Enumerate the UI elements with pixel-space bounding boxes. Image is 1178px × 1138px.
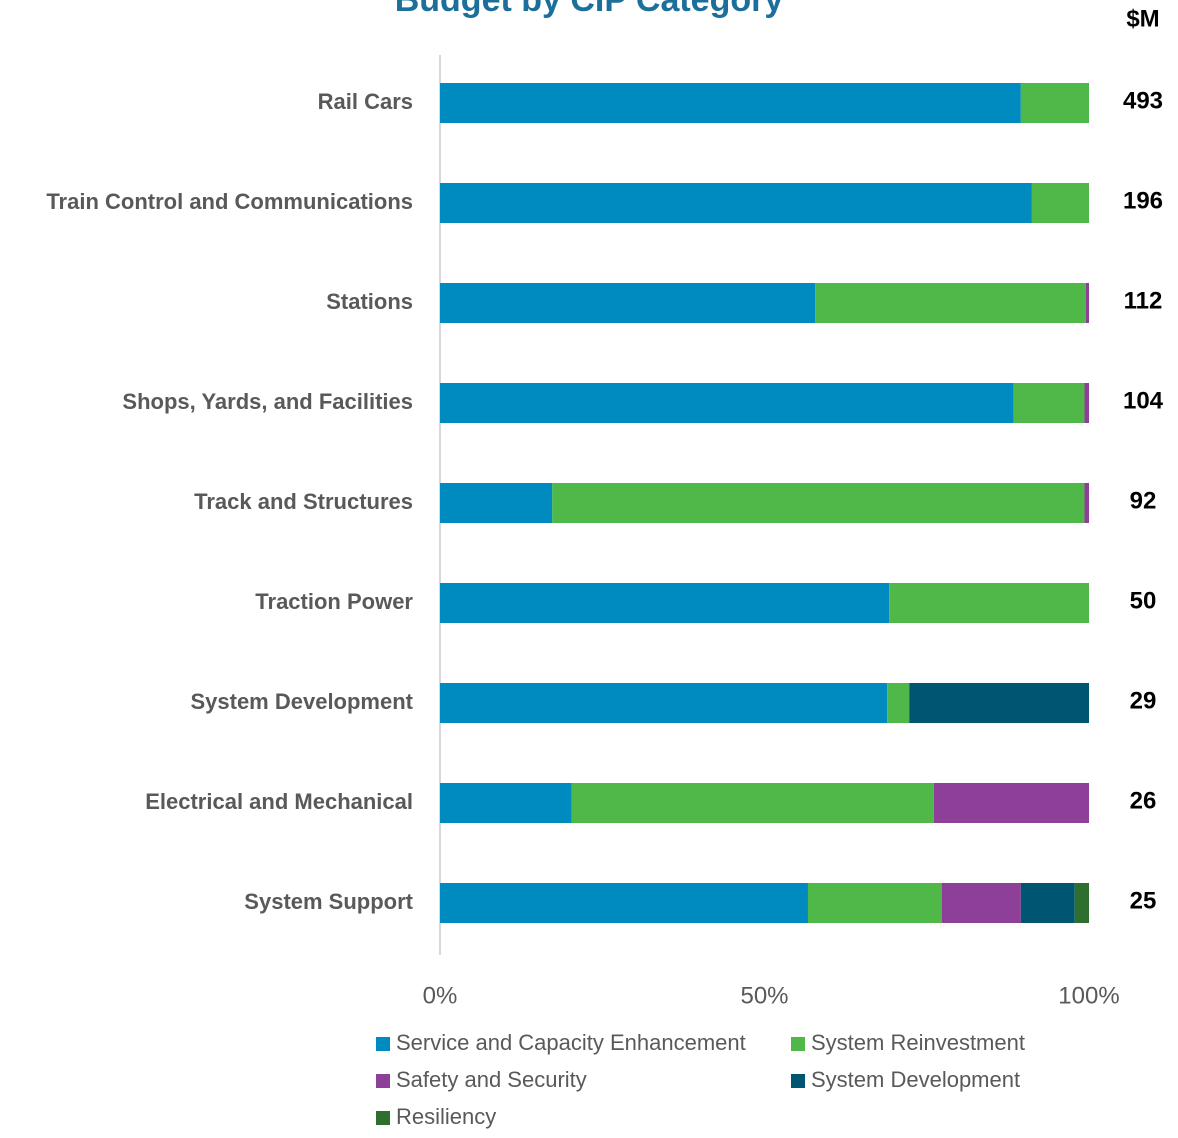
bar-segment [1084,383,1089,423]
bar-segment [1084,483,1089,523]
bar-segment [889,583,1089,623]
x-tick-label: 50% [740,982,788,1009]
bar-segment [1020,883,1075,923]
bar-segment [941,883,1021,923]
total-label: 92 [1130,487,1157,514]
bar-segment [440,583,890,623]
category-label: Stations [326,289,413,314]
totals-label: $M [1126,5,1159,32]
category-label: Train Control and Communications [46,189,413,214]
bar-segment [440,883,808,923]
legend-swatch [791,1074,805,1088]
legend-label: System Reinvestment [811,1030,1025,1055]
total-label: 196 [1123,187,1163,214]
bar-segment [807,883,942,923]
bar-segment [571,783,934,823]
legend-swatch [791,1037,805,1051]
bar-segment [552,483,1085,523]
bar-segment [440,783,572,823]
total-label: 25 [1130,887,1157,914]
legend-label: Safety and Security [396,1067,587,1092]
category-label: Rail Cars [318,89,413,114]
total-label: 112 [1124,287,1163,314]
x-tick-label: 100% [1058,982,1119,1009]
chart-title: Budget by CIP Category [395,0,784,19]
category-label: Traction Power [255,589,413,614]
legend-swatch [376,1111,390,1125]
bar-segment [440,183,1032,223]
bar-segment [440,283,816,323]
category-label: Electrical and Mechanical [145,789,413,814]
total-label: 493 [1123,87,1163,114]
legend-label: System Development [811,1067,1020,1092]
total-label: 50 [1130,587,1157,614]
category-label: Track and Structures [194,489,413,514]
bar-segment [815,283,1086,323]
legend-swatch [376,1037,390,1051]
total-label: 29 [1130,687,1157,714]
bar-segment [1085,283,1089,323]
x-tick-label: 0% [423,982,458,1009]
category-label: System Support [244,889,413,914]
legend-label: Service and Capacity Enhancement [396,1030,746,1055]
category-label: Shops, Yards, and Facilities [122,389,413,414]
legend-label: Resiliency [396,1104,496,1129]
total-label: 26 [1130,787,1157,814]
bar-segment [1020,83,1089,123]
bar-segment [1074,883,1089,923]
bar-segment [440,483,553,523]
bar-segment [933,783,1089,823]
bar-segment [887,683,910,723]
category-label: System Development [190,689,413,714]
bar-segment [1013,383,1085,423]
legend-swatch [376,1074,390,1088]
bar-segment [440,83,1021,123]
bar-segment [1031,183,1089,223]
bar-segment [440,383,1014,423]
bar-segment [440,683,888,723]
bar-segment [909,683,1089,723]
total-label: 104 [1123,387,1164,414]
